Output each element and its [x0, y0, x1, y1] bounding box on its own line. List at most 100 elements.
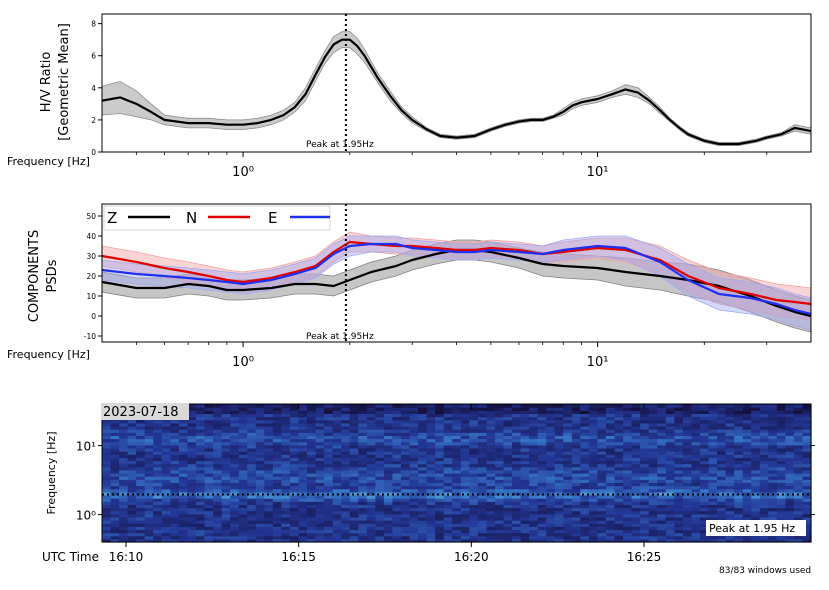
spectrogram-cell — [460, 460, 470, 465]
spectrogram-cell — [546, 463, 556, 468]
spectrogram-cell — [614, 482, 624, 487]
spectrogram-cell — [392, 532, 402, 537]
spectrogram-cell — [247, 526, 257, 531]
spectrogram-cell — [657, 510, 667, 515]
spectrogram-cell — [400, 419, 411, 424]
spectrogram-cell — [674, 451, 684, 455]
spectrogram-cell — [477, 466, 487, 471]
spectrogram-cell — [298, 520, 308, 524]
spectrogram-cell — [178, 438, 189, 443]
spectrogram-cell — [324, 520, 334, 524]
spectrogram-cell — [204, 435, 214, 440]
spectrogram-cell — [383, 413, 394, 418]
spectrogram-cell — [657, 407, 667, 411]
spectrogram-cell — [717, 501, 727, 505]
spectrogram-cell — [665, 404, 675, 408]
spectrogram-cell — [426, 469, 436, 474]
spectrogram-cell — [708, 469, 718, 474]
spectrogram-cell — [127, 460, 137, 465]
spectrogram-cell — [221, 538, 231, 543]
spectrogram-cell — [520, 435, 530, 440]
spectrogram-cell — [315, 454, 325, 458]
spectrogram-cell — [717, 507, 727, 512]
spectrogram-cell — [170, 460, 180, 465]
spectrogram-cell — [230, 457, 240, 462]
spectrogram-cell — [383, 494, 394, 499]
spectrogram-cell — [315, 485, 325, 490]
spectrogram-cell — [469, 416, 479, 421]
spectrogram-cell — [289, 513, 300, 518]
spectrogram-cell — [127, 429, 137, 433]
spectrogram-cell — [512, 532, 522, 537]
spectrogram-cell — [119, 469, 129, 474]
spectrogram-cell — [272, 513, 282, 518]
spectrogram-cell — [759, 451, 769, 455]
spectrogram-cell — [512, 438, 522, 443]
spectrogram-cell — [640, 457, 650, 462]
spectrogram-cell — [426, 432, 436, 436]
legend-label-e: E — [268, 209, 277, 227]
spectrogram-cell — [264, 422, 274, 427]
spectrogram-cell — [793, 488, 804, 493]
spectrogram-cell — [289, 510, 300, 515]
spectrogram-cell — [691, 476, 701, 480]
spectrogram-cell — [759, 463, 769, 468]
spectrogram-cell — [221, 460, 231, 465]
spectrogram-cell — [341, 438, 351, 443]
spectrogram-cell — [272, 494, 282, 499]
spectrogram-cell — [366, 488, 376, 493]
spectrogram-cell — [648, 419, 658, 424]
spectrogram-cell — [255, 416, 265, 421]
spectrogram-cell — [170, 516, 180, 521]
spectrogram-cell — [281, 416, 291, 421]
spectrogram-cell — [512, 454, 522, 458]
spectrogram-cell — [238, 444, 248, 449]
spectrogram-cell — [255, 516, 265, 521]
spectrogram-cell — [255, 457, 265, 462]
spectrogram-cell — [153, 494, 163, 499]
spectrogram-cell — [460, 535, 470, 540]
spectrogram-cell — [102, 432, 112, 436]
spectrogram-cell — [127, 513, 137, 518]
spectrogram-cell — [460, 510, 470, 515]
spectrogram-cell — [102, 451, 112, 455]
spectrogram-cell — [793, 466, 804, 471]
spectrogram-cell — [537, 498, 547, 502]
spectrogram-cell — [657, 451, 667, 455]
spectrogram-cell — [494, 538, 505, 543]
spectrogram-cell — [546, 513, 556, 518]
spectrogram-cell — [452, 491, 462, 496]
spectrogram-cell — [614, 435, 624, 440]
spectrogram-cell — [136, 510, 146, 515]
spectrogram-cell — [418, 419, 428, 424]
spectrogram-cell — [588, 444, 599, 449]
spectrogram-cell — [204, 416, 214, 421]
spectrogram-cell — [494, 438, 505, 443]
spectrogram-cell — [341, 501, 351, 505]
spectrogram-cell — [426, 404, 436, 408]
spectrogram-cell — [571, 479, 581, 484]
spectrogram-cell — [281, 441, 291, 446]
spectrogram-cell — [375, 479, 385, 484]
spectrogram-cell — [443, 422, 453, 427]
spectrogram-cell — [400, 507, 411, 512]
spectrogram-cell — [742, 513, 752, 518]
spectrogram-cell — [563, 432, 573, 436]
spectrogram-cell — [443, 494, 453, 499]
spectrogram-cell — [418, 526, 428, 531]
spectrogram-cell — [358, 482, 368, 487]
spectrogram-cell — [230, 407, 240, 411]
spectrogram-cell — [529, 507, 539, 512]
spectrogram-cell — [469, 520, 479, 524]
spectrogram-cell — [435, 532, 445, 537]
spectrogram-cell — [161, 422, 171, 427]
spectrogram-cell — [494, 444, 505, 449]
spectrogram-cell — [213, 538, 223, 543]
spectrogram-cell — [546, 404, 556, 408]
spectrogram-cell — [717, 538, 727, 543]
spectrogram-cell — [341, 494, 351, 499]
spectrogram-cell — [717, 485, 727, 490]
spectrogram-cell — [605, 447, 616, 452]
spectrogram-cell — [674, 485, 684, 490]
